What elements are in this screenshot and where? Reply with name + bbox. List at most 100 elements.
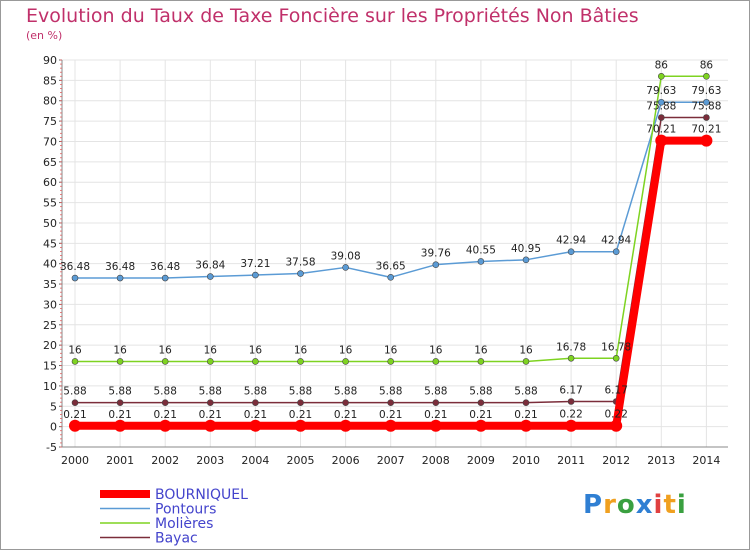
proxiti-logo: Proxiti — [583, 490, 687, 520]
data-label-pontours: 42.94 — [601, 235, 631, 247]
data-point-molieres — [71, 358, 79, 365]
y-tick-label: 5 — [50, 400, 57, 413]
data-label-pontours: 40.55 — [466, 244, 496, 256]
logo-letter: t — [663, 490, 677, 520]
data-point-bourniquel — [204, 419, 217, 432]
data-label-pontours: 79.63 — [691, 85, 721, 97]
data-point-bourniquel — [610, 419, 623, 432]
data-point-molieres — [387, 358, 395, 365]
data-label-bourniquel: 0.21 — [289, 409, 312, 421]
data-point-pontours — [522, 256, 530, 264]
x-tick-label: 2003 — [196, 454, 224, 467]
data-point-bayac — [161, 399, 169, 406]
data-label-bayac: 5.88 — [289, 386, 312, 398]
x-tick-label: 2012 — [602, 454, 630, 467]
data-label-bourniquel: 0.21 — [63, 409, 86, 421]
data-point-pontours — [657, 98, 665, 106]
data-point-bayac — [703, 114, 710, 121]
data-point-bayac — [567, 398, 575, 405]
data-label-bourniquel: 0.21 — [244, 409, 267, 421]
y-tick-label: 45 — [43, 237, 57, 250]
data-label-bourniquel: 0.22 — [559, 409, 582, 421]
logo-letter: i — [676, 490, 687, 520]
data-label-bayac: 5.88 — [424, 386, 447, 398]
data-label-bourniquel: 70.21 — [691, 124, 721, 136]
data-point-bourniquel — [474, 419, 487, 432]
y-tick-label: 25 — [43, 319, 57, 332]
data-label-bayac: 5.88 — [379, 386, 402, 398]
logo-letter: o — [616, 490, 636, 520]
data-label-molieres: 16 — [68, 344, 82, 356]
data-point-bayac — [252, 399, 259, 406]
y-tick-label: 70 — [43, 135, 57, 148]
data-point-molieres — [432, 358, 440, 365]
data-label-bayac: 6.17 — [559, 384, 582, 396]
y-tick-label: -5 — [46, 441, 57, 454]
data-point-bayac — [297, 399, 304, 406]
data-point-molieres — [612, 354, 620, 362]
data-label-bayac: 5.88 — [154, 386, 177, 398]
data-label-bayac: 5.88 — [244, 386, 267, 398]
data-label-bourniquel: 0.21 — [154, 409, 177, 421]
data-point-pontours — [703, 98, 710, 106]
data-point-bourniquel — [249, 419, 262, 432]
legend-label-bourniquel: BOURNIQUEL — [155, 487, 248, 503]
data-label-bayac: 5.88 — [334, 386, 357, 398]
data-label-bourniquel: 0.21 — [469, 409, 492, 421]
x-tick-label: 2005 — [287, 454, 315, 467]
data-point-pontours — [297, 270, 304, 277]
data-point-bayac — [432, 399, 440, 406]
x-tick-label: 2008 — [422, 454, 450, 467]
data-point-bayac — [342, 399, 349, 406]
data-label-bourniquel: 0.21 — [424, 409, 447, 421]
y-tick-label: 85 — [43, 74, 57, 87]
data-label-molieres: 16 — [339, 344, 353, 356]
x-tick-label: 2011 — [557, 454, 585, 467]
x-tick-label: 2010 — [512, 454, 540, 467]
data-point-bourniquel — [429, 419, 442, 432]
data-point-molieres — [297, 358, 304, 365]
legend-label-bayac: Bayac — [155, 531, 198, 547]
y-tick-label: 20 — [43, 339, 57, 352]
data-point-pontours — [116, 274, 124, 282]
data-point-bayac — [477, 399, 485, 406]
data-label-pontours: 36.84 — [195, 260, 225, 272]
data-label-molieres: 16.78 — [601, 341, 631, 353]
data-point-molieres — [657, 72, 665, 80]
data-point-bourniquel — [565, 419, 578, 432]
y-tick-label: 15 — [43, 360, 57, 373]
data-label-molieres: 16 — [474, 344, 488, 356]
data-label-bayac: 5.88 — [63, 386, 86, 398]
data-label-bourniquel: 0.21 — [514, 409, 537, 421]
y-tick-label: 40 — [43, 258, 57, 271]
data-point-molieres — [252, 358, 259, 365]
data-label-bayac: 5.88 — [469, 386, 492, 398]
x-tick-label: 2001 — [106, 454, 134, 467]
data-point-bayac — [657, 114, 665, 121]
logo-letter: P — [583, 490, 604, 520]
data-label-molieres: 16 — [519, 344, 533, 356]
data-point-pontours — [207, 273, 214, 280]
y-tick-label: 55 — [43, 197, 57, 210]
data-point-molieres — [342, 358, 349, 365]
data-point-bayac — [71, 399, 79, 406]
logo-letter: r — [603, 490, 617, 520]
data-label-molieres: 16 — [113, 344, 127, 356]
data-point-bourniquel — [520, 419, 532, 432]
data-point-bourniquel — [655, 134, 668, 147]
x-tick-label: 2004 — [241, 454, 269, 467]
data-point-pontours — [387, 274, 395, 281]
data-point-pontours — [342, 264, 349, 271]
x-tick-label: 2006 — [332, 454, 360, 467]
data-point-pontours — [567, 248, 575, 256]
x-tick-label: 2002 — [151, 454, 179, 467]
chart-title: Evolution du Taux de Taxe Foncière sur l… — [26, 5, 639, 27]
data-label-molieres: 16 — [429, 344, 443, 356]
data-point-pontours — [477, 258, 485, 265]
data-point-bourniquel — [114, 419, 127, 432]
data-point-bayac — [207, 399, 214, 406]
data-label-pontours: 37.58 — [285, 257, 315, 269]
data-label-bourniquel: 0.21 — [108, 409, 131, 421]
